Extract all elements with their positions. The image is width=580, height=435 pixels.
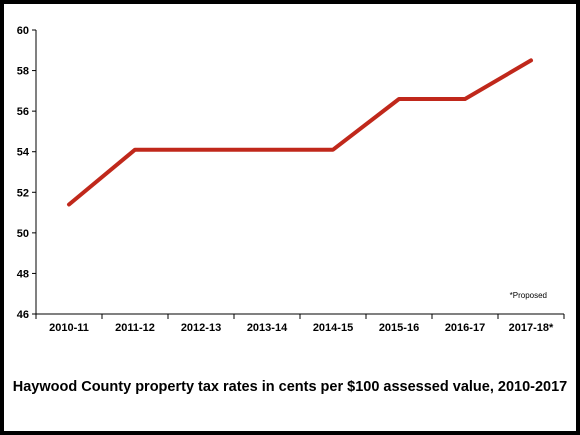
y-tick-label: 58 <box>17 66 29 78</box>
y-tick-label: 60 <box>17 25 29 37</box>
x-tick-label: 2011-12 <box>115 322 155 334</box>
y-tick-label: 56 <box>17 106 29 118</box>
series-line-0 <box>67 58 533 207</box>
y-tick-label: 48 <box>17 268 29 280</box>
x-tick-label: 2016-17 <box>445 322 485 334</box>
proposed-note: *Proposed <box>510 291 547 300</box>
chart-caption: Haywood County property tax rates in cen… <box>13 379 567 395</box>
x-tick-label: 2015-16 <box>379 322 419 334</box>
y-tick-label: 46 <box>17 309 29 321</box>
y-tick-label: 52 <box>17 187 29 199</box>
x-tick-label: 2017-18* <box>509 322 554 334</box>
x-tick-label: 2010-11 <box>49 322 89 334</box>
y-tick-label: 54 <box>17 147 30 159</box>
x-tick-label: 2013-14 <box>247 322 288 334</box>
chart-frame <box>4 4 576 431</box>
x-tick-label: 2012-13 <box>181 322 221 334</box>
y-tick-label: 50 <box>17 228 29 240</box>
x-tick-label: 2014-15 <box>313 322 353 334</box>
